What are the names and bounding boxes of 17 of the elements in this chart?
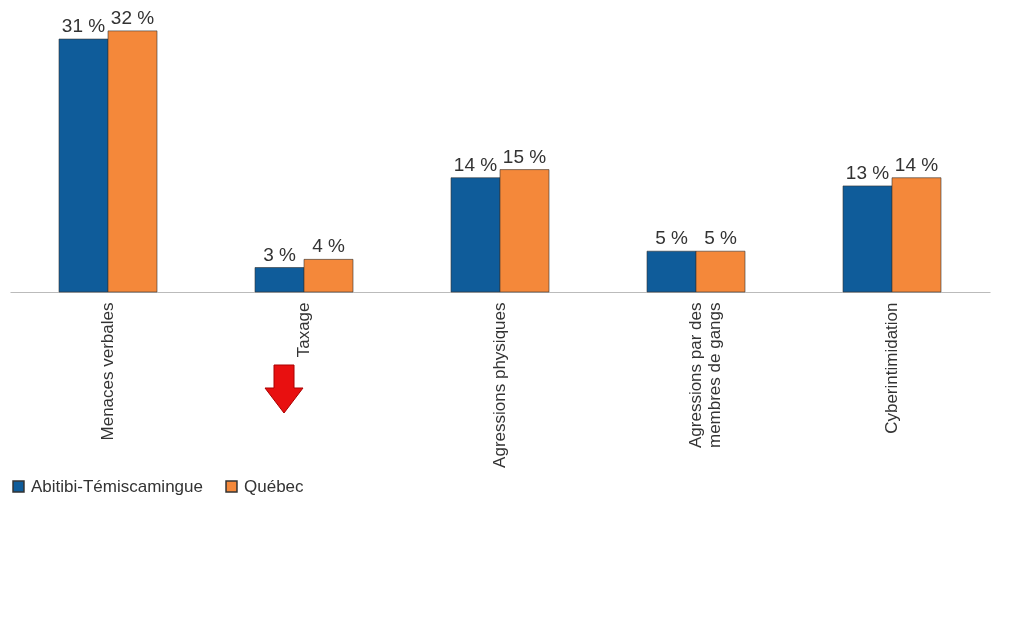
data-label: 14 % <box>894 153 939 175</box>
data-label: 15 % <box>502 145 547 167</box>
data-label: 5 % <box>655 227 688 249</box>
x-tick-label: Agressions physiques <box>490 302 509 468</box>
data-label: 3 % <box>263 243 296 265</box>
x-tick-label: Agressions par des membres de gangs <box>686 302 724 449</box>
x-tick-label: Cyberintimidation <box>882 302 901 434</box>
data-label: 4 % <box>312 235 345 257</box>
data-label: 13 % <box>845 161 890 183</box>
data-label: 32 % <box>110 6 155 28</box>
data-label: 5 % <box>704 227 737 249</box>
data-label: 31 % <box>61 15 106 37</box>
legend-label: Abitibi-Témiscamingue <box>31 476 203 496</box>
x-tick-label: Taxage <box>294 302 313 358</box>
data-label: 14 % <box>453 153 498 175</box>
legend-label: Québec <box>244 476 305 496</box>
x-tick-label: Menaces verbales <box>98 302 117 441</box>
